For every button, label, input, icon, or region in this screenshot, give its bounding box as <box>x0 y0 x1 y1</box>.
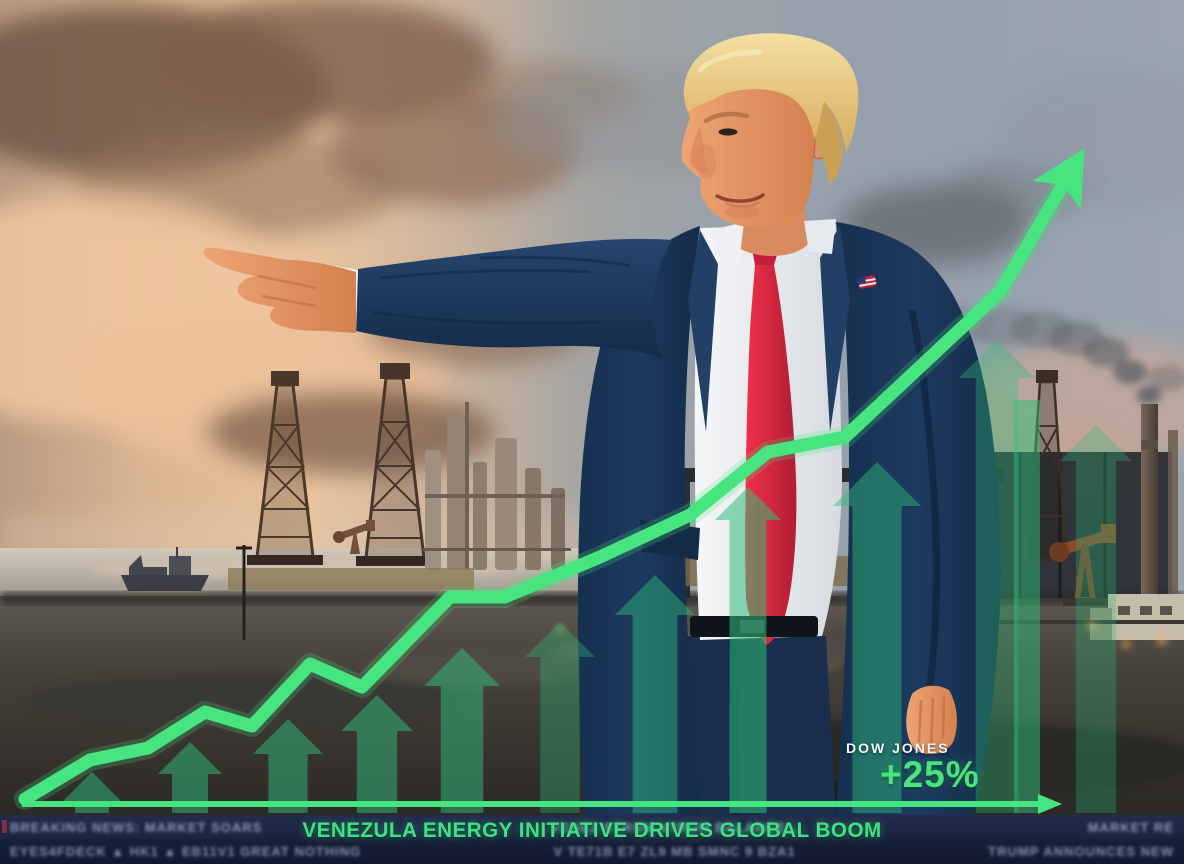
collar-right <box>804 219 836 254</box>
ticker-text: MARKET RE <box>1087 819 1174 835</box>
sleeve-wrinkles <box>371 255 631 326</box>
mouth <box>715 193 765 203</box>
lapel-left <box>688 230 718 432</box>
refinery-columns-left <box>423 402 571 570</box>
oil-derrick-left-1 <box>247 371 323 565</box>
ticker-text: TRUMP ANNOUNCES NEW <box>988 844 1174 859</box>
right-hand <box>906 685 957 755</box>
suit-jacket-left <box>577 226 700 815</box>
pointing-hand <box>203 247 356 333</box>
flag-pin <box>858 275 877 289</box>
up-arrow <box>424 648 500 813</box>
trend-line <box>18 183 1067 806</box>
dow-callout: DOW JONES +25% <box>828 740 1048 795</box>
eyebrow <box>703 111 750 124</box>
ticker-row-bottom: EYES4FDECK ▲ HK1 ▲ EB11V1 GREAT NOTHING … <box>0 839 1184 864</box>
baseline-arrowhead <box>1038 794 1062 814</box>
green-bar <box>1014 400 1040 813</box>
ticker-text: BREAKING NEWS: MARKET SOARS <box>10 819 263 835</box>
sleeve <box>356 238 672 358</box>
up-arrow <box>615 575 695 813</box>
trend-arrowhead <box>1032 148 1085 210</box>
hand-creases <box>257 274 317 308</box>
oil-derrick-left-2 <box>356 363 434 566</box>
up-arrow <box>525 622 595 813</box>
up-arrow <box>341 695 413 813</box>
ticker-text: EYES4FDECK ▲ HK1 ▲ EB11V1 GREAT NOTHING <box>10 844 362 859</box>
up-arrow <box>1060 425 1132 813</box>
pumpjack-right <box>1049 524 1117 606</box>
news-ticker: BREAKING NEWS: MARKET SOARS VENEZ STRUM … <box>0 815 1184 864</box>
eye <box>718 128 738 136</box>
pumpjack-left <box>333 520 375 554</box>
up-arrow <box>715 487 781 813</box>
collar-left <box>712 222 744 264</box>
dow-change-value: +25% <box>880 754 980 795</box>
ticker-accent-mark <box>2 820 7 833</box>
up-arrow <box>158 742 222 813</box>
suit-jacket-right <box>836 222 1001 815</box>
ticker-row-top: BREAKING NEWS: MARKET SOARS VENEZ STRUM … <box>0 815 1184 839</box>
up-arrow <box>833 462 921 813</box>
dow-jones-label: DOW JONES <box>846 740 950 756</box>
up-arrow <box>253 719 323 813</box>
pointing-arm <box>203 238 672 358</box>
headline-text: VENEZULA ENERGY INITIATIVE DRIVES GLOBAL… <box>302 818 882 842</box>
nose <box>690 126 708 173</box>
hair <box>683 33 859 152</box>
head <box>681 33 859 228</box>
depot-building <box>1108 594 1184 640</box>
smokestack <box>1141 404 1158 604</box>
ticker-text: VENEZ STRUM VTRUM BALANCE... <box>550 819 800 835</box>
ticker-text: V TE71B E7 ZL9 MB SMNC 9 BZA1 <box>553 844 796 859</box>
lapel-right <box>820 226 850 432</box>
hair-side <box>815 102 843 185</box>
